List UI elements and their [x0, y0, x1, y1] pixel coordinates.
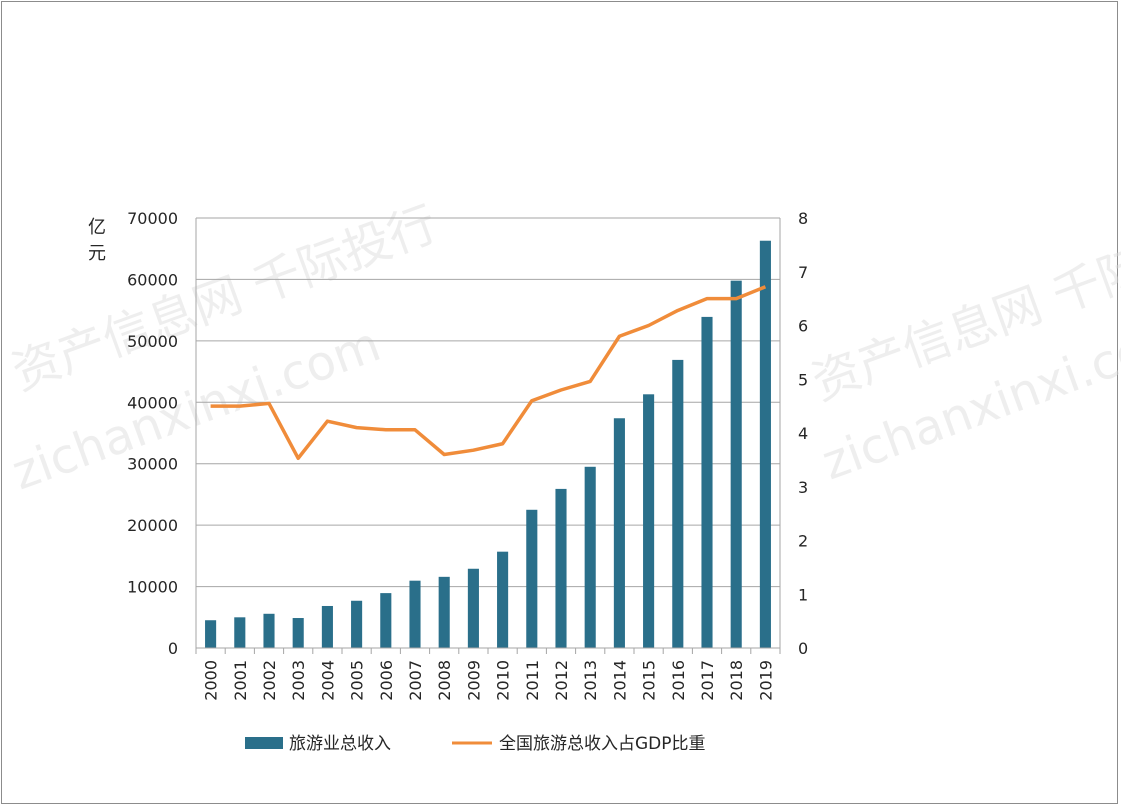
- y-right-tick-label-5: 5: [798, 370, 808, 389]
- x-tick-label-2018: 2018: [727, 660, 746, 701]
- legend-bar-swatch: [245, 737, 283, 749]
- y-left-unit-char-2: 元: [88, 243, 106, 264]
- y-left-unit-char-1: 亿: [88, 217, 106, 238]
- y-left-tick-label-30000: 30000: [127, 455, 178, 474]
- y-right-tick-label-3: 3: [798, 478, 808, 497]
- bar-2004: [321, 605, 333, 648]
- y-right-tick-label-8: 8: [798, 209, 808, 228]
- x-tick-label-2004: 2004: [318, 660, 337, 701]
- y-right-tick-label-0: 0: [798, 639, 808, 658]
- x-tick-label-2010: 2010: [494, 660, 513, 701]
- bar-2007: [409, 580, 421, 648]
- y-left-tick-label-70000: 70000: [127, 209, 178, 228]
- bar-2000: [205, 620, 217, 648]
- y-right-tick-label-7: 7: [798, 263, 808, 282]
- x-tick-label-2011: 2011: [523, 660, 542, 701]
- y-right-tick-label-6: 6: [798, 317, 808, 336]
- bar-2001: [234, 617, 246, 648]
- bar-2010: [497, 551, 509, 648]
- y-left-tick-label-0: 0: [168, 639, 178, 658]
- x-tick-label-2005: 2005: [348, 660, 367, 701]
- y-left-tick-label-40000: 40000: [127, 393, 178, 412]
- gdp-share-line: [210, 285, 767, 461]
- bar-2016: [672, 359, 684, 648]
- bar-series: [205, 240, 771, 648]
- bar-2009: [467, 568, 479, 648]
- x-tick-label-2019: 2019: [756, 660, 775, 701]
- bar-2006: [380, 593, 392, 648]
- line-series: [210, 285, 767, 461]
- x-tick-label-2017: 2017: [698, 660, 717, 701]
- x-tick-label-2000: 2000: [202, 660, 221, 701]
- y-left-tick-label-10000: 10000: [127, 578, 178, 597]
- x-tick-label-2016: 2016: [669, 660, 688, 701]
- x-tick-label-2002: 2002: [260, 660, 279, 701]
- bar-2012: [555, 488, 567, 648]
- y-left-tick-label-50000: 50000: [127, 332, 178, 351]
- legend: 旅游业总收入 全国旅游总收入占GDP比重: [245, 734, 706, 754]
- y-left-tick-label-60000: 60000: [127, 270, 178, 289]
- bar-2011: [526, 509, 538, 648]
- bar-2003: [292, 618, 304, 648]
- bar-2018: [730, 280, 742, 648]
- x-tick-label-2013: 2013: [581, 660, 600, 701]
- y-right-tick-label-4: 4: [798, 424, 808, 443]
- axes: 0 10000 20000 30000 40000 50000 60000 70000 0 1 2 3…: [127, 209, 808, 701]
- y-left-tick-label-20000: 20000: [127, 516, 178, 535]
- legend-line-label: 全国旅游总收入占GDP比重: [499, 734, 706, 754]
- y-left-unit-label: 亿 元: [88, 217, 106, 264]
- y-right-tick-label-1: 1: [798, 585, 808, 604]
- legend-bar-label: 旅游业总收入: [289, 734, 391, 754]
- x-tick-label-2001: 2001: [231, 660, 250, 701]
- bar-2019: [759, 240, 771, 648]
- x-tick-label-2006: 2006: [377, 660, 396, 701]
- x-tick-label-2009: 2009: [464, 660, 483, 701]
- bar-2008: [438, 576, 450, 648]
- x-tick-label-2008: 2008: [435, 660, 454, 701]
- y-right-tick-label-2: 2: [798, 532, 808, 551]
- bar-2013: [584, 466, 596, 648]
- bar-2015: [643, 394, 655, 648]
- bar-2017: [701, 316, 713, 648]
- bar-2002: [263, 613, 275, 648]
- x-tick-label-2015: 2015: [640, 660, 659, 701]
- bar-2005: [351, 600, 363, 648]
- x-tick-label-2014: 2014: [610, 660, 629, 701]
- x-tick-label-2007: 2007: [406, 660, 425, 701]
- x-tick-label-2003: 2003: [289, 660, 308, 701]
- bar-2014: [613, 418, 625, 648]
- x-tick-label-2012: 2012: [552, 660, 571, 701]
